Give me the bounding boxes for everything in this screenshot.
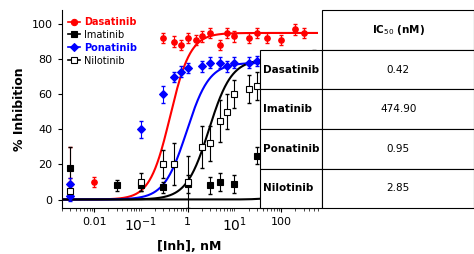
Y-axis label: % Inhibition: % Inhibition — [13, 67, 26, 151]
X-axis label: [Inh], nM: [Inh], nM — [157, 240, 222, 253]
Legend: Dasatinib, Imatinib, Ponatinib, Nilotinib: Dasatinib, Imatinib, Ponatinib, Nilotini… — [66, 15, 139, 68]
